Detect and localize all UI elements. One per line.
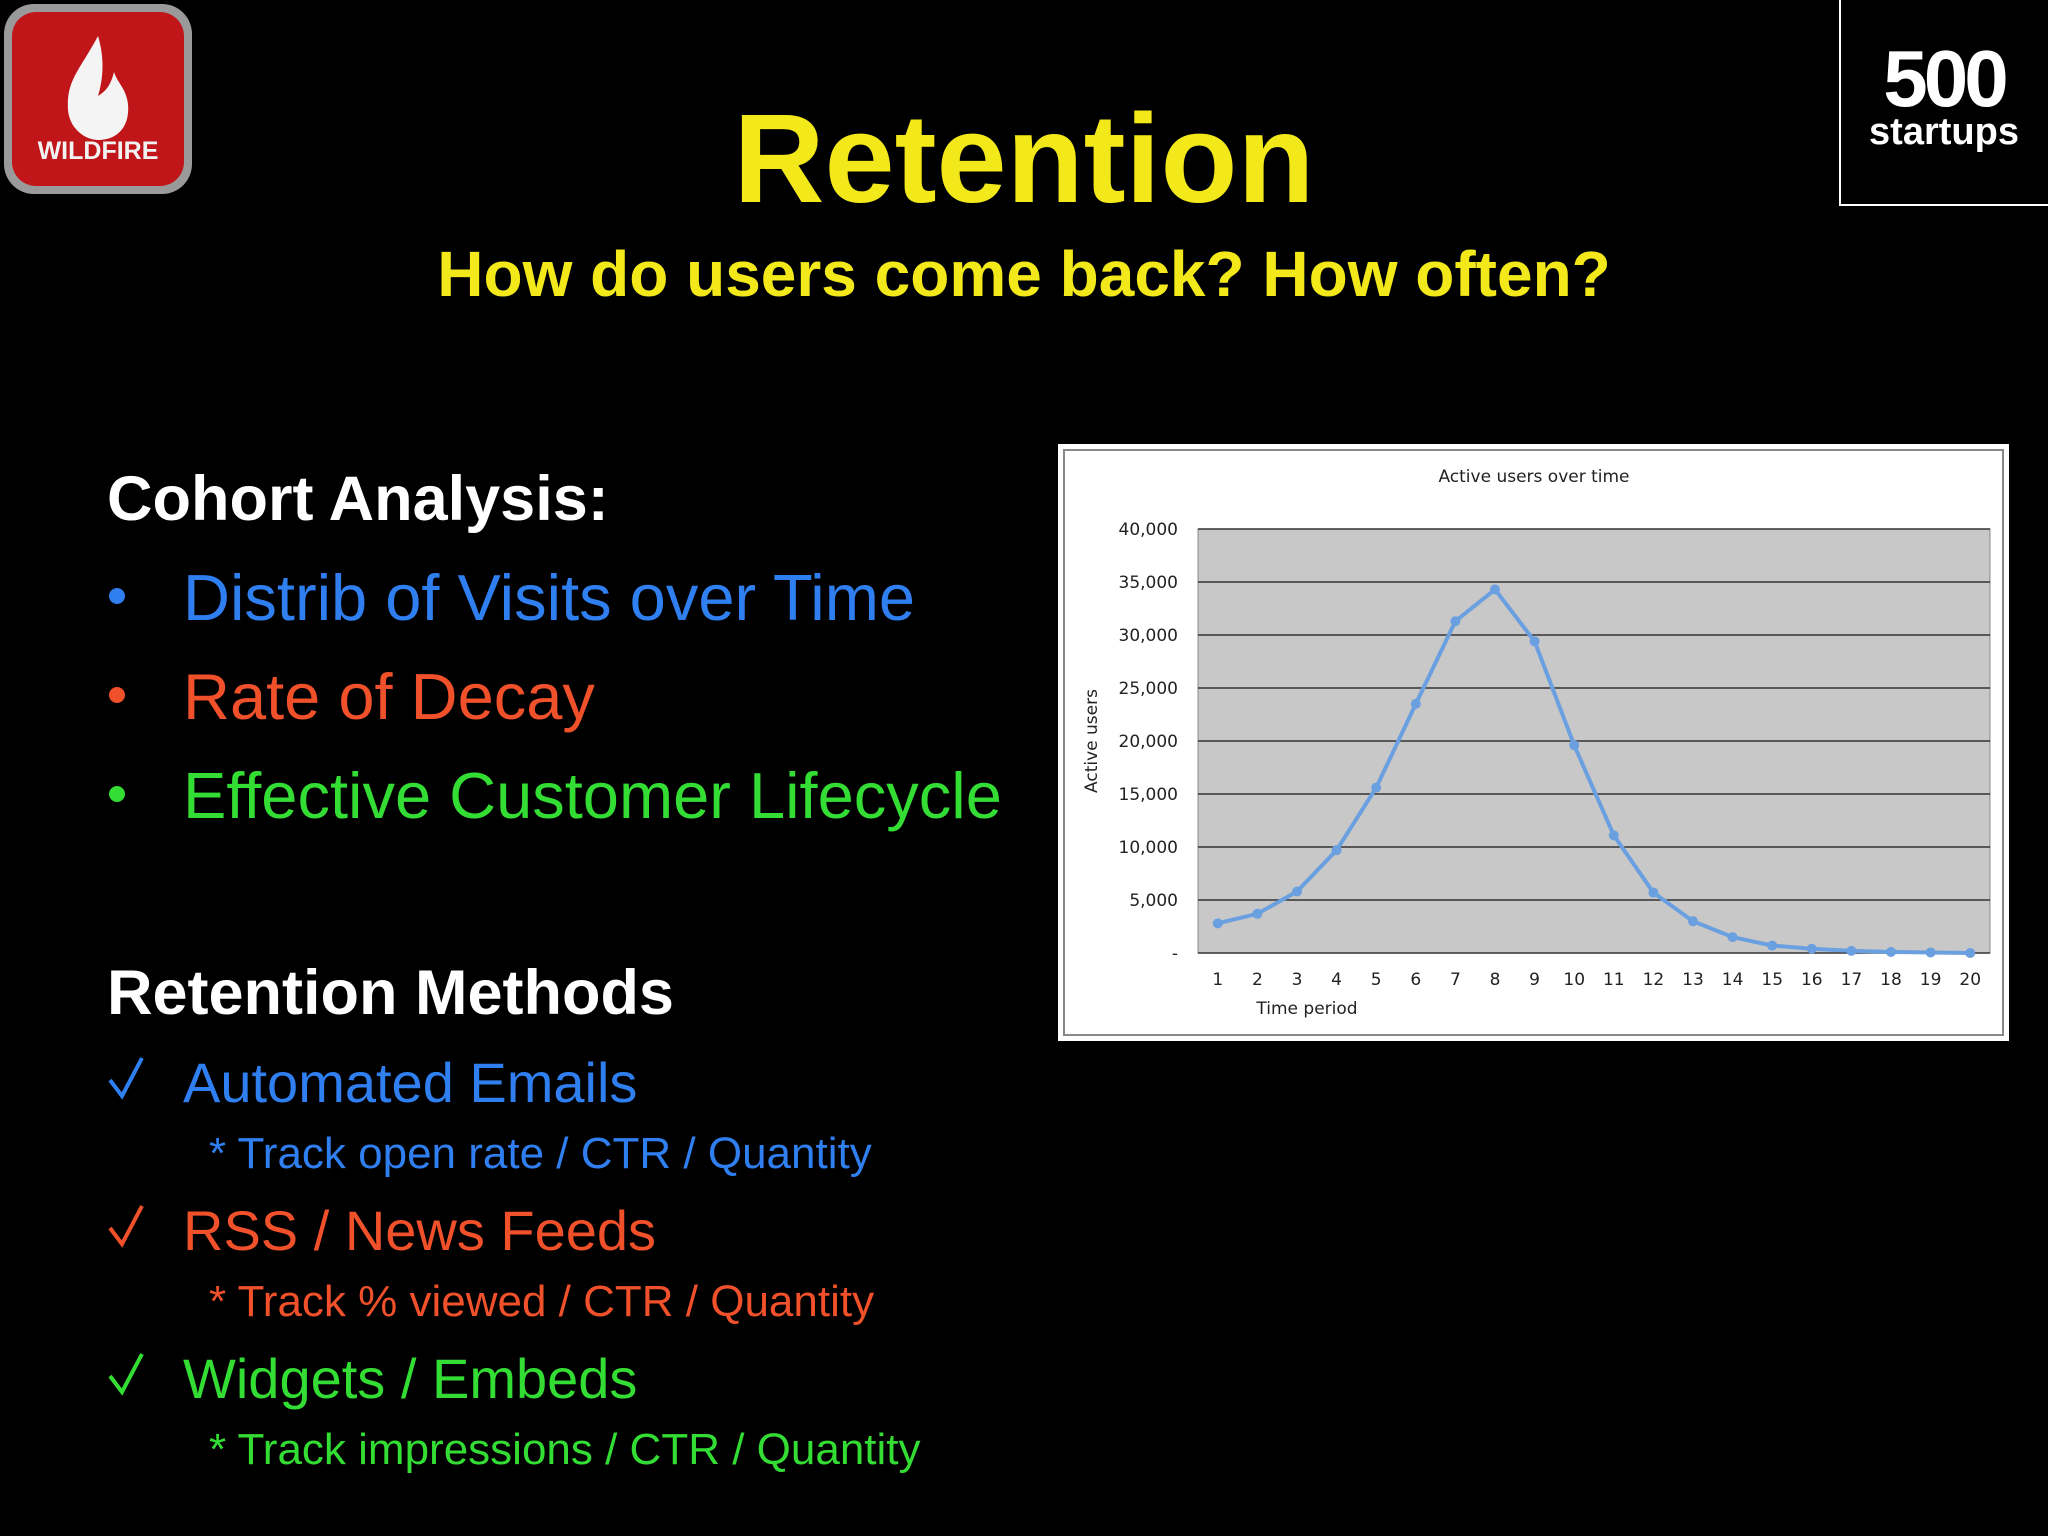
bullet [109, 588, 125, 604]
method-label: Widgets / Embeds [183, 1347, 637, 1410]
section-heading: Cohort Analysis: [107, 464, 609, 534]
data-point [1648, 887, 1659, 898]
data-point [1371, 782, 1382, 793]
data-point [1410, 698, 1421, 709]
x-axis-title: Time period [1255, 999, 1357, 1019]
data-point [1727, 932, 1738, 943]
x-tick-label: 6 [1410, 970, 1421, 990]
check-mark [108, 1057, 144, 1100]
y-tick-label: 20,000 [1119, 732, 1178, 752]
x-tick-label: 8 [1490, 970, 1501, 990]
data-point [1529, 636, 1540, 647]
x-tick-label: 11 [1603, 970, 1625, 990]
startups-logo: 500 startups [1839, 0, 2048, 206]
data-point [1925, 947, 1936, 958]
data-point [1212, 918, 1223, 929]
y-tick-label: 30,000 [1119, 626, 1178, 646]
logo-number: 500 [1883, 34, 2006, 123]
x-tick-label: 18 [1880, 970, 1902, 990]
chart-border [1063, 449, 2004, 1036]
x-tick-label: 12 [1643, 970, 1665, 990]
x-tick-label: 2 [1252, 970, 1263, 990]
x-tick-label: 7 [1450, 970, 1461, 990]
x-tick-label: 13 [1682, 970, 1704, 990]
logo-box [1839, 0, 2048, 206]
x-tick-label: 16 [1801, 970, 1823, 990]
x-tick-label: 17 [1841, 970, 1863, 990]
data-point [1688, 916, 1698, 927]
data-point [1331, 845, 1342, 856]
data-point [1252, 908, 1263, 919]
x-tick-label: 20 [1959, 970, 1981, 990]
data-line [1217, 586, 1971, 955]
bullet [109, 786, 125, 802]
x-tick-label: 5 [1371, 970, 1382, 990]
y-tick-label: 15,000 [1119, 785, 1178, 805]
method-label: RSS / News Feeds [183, 1199, 656, 1262]
x-tick-label: 15 [1761, 970, 1783, 990]
data-point [1965, 948, 1976, 958]
section-heading: Retention Methods [107, 958, 674, 1028]
data-point [1292, 886, 1302, 897]
data-point [1450, 616, 1461, 627]
bullet-text: Rate of Decay [183, 660, 595, 733]
bullet-text: Effective Customer Lifecycle [183, 759, 1002, 832]
y-tick-label: 40,000 [1119, 520, 1178, 540]
y-axis-title: Active users [1082, 689, 1102, 793]
x-tick-label: 3 [1292, 970, 1303, 990]
x-tick-label: 1 [1212, 970, 1223, 990]
data-point [1490, 584, 1500, 595]
subtitle: How do users come back? How often? [437, 238, 1611, 310]
data-point [1608, 830, 1619, 841]
y-tick-label: - [1172, 944, 1178, 964]
title: Retention [734, 88, 1315, 229]
method-detail: * Track open rate / CTR / Quantity [209, 1129, 872, 1178]
y-tick-label: 25,000 [1119, 679, 1178, 699]
y-tick-label: 5,000 [1129, 891, 1178, 911]
x-tick-label: 9 [1529, 970, 1540, 990]
method-detail: * Track % viewed / CTR / Quantity [209, 1277, 874, 1326]
chart-title: Active users over time [1438, 467, 1629, 487]
flame [67, 36, 129, 140]
wildfire-logo: WILDFIRE [4, 4, 192, 194]
data-point [1806, 943, 1817, 954]
y-tick-label: 10,000 [1119, 838, 1178, 858]
x-tick-label: 19 [1920, 970, 1942, 990]
x-tick-label: 10 [1563, 970, 1585, 990]
method-label: Automated Emails [183, 1051, 637, 1114]
y-tick-label: 35,000 [1119, 573, 1178, 593]
data-point [1846, 945, 1857, 956]
chart: Active users over time Time period Activ… [1058, 444, 2009, 1041]
check-mark [108, 1353, 144, 1396]
data-point [1886, 946, 1896, 957]
data-point [1767, 940, 1778, 951]
method-detail: * Track impressions / CTR / Quantity [209, 1425, 921, 1474]
logo-text: WILDFIRE [38, 137, 159, 165]
check-mark [108, 1205, 144, 1248]
logo-word: startups [1869, 111, 2019, 153]
x-tick-label: 14 [1722, 970, 1744, 990]
bullet [109, 687, 125, 703]
x-tick-label: 4 [1331, 970, 1342, 990]
bullet-text: Distrib of Visits over Time [183, 561, 915, 634]
data-point [1569, 740, 1580, 751]
